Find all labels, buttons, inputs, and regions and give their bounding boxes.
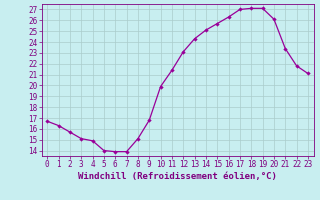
X-axis label: Windchill (Refroidissement éolien,°C): Windchill (Refroidissement éolien,°C) <box>78 172 277 181</box>
